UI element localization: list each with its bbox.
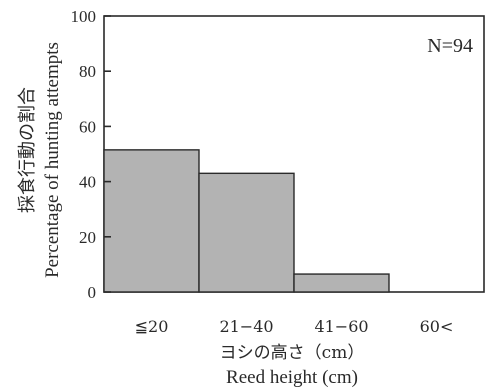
y-axis-label-japanese: 採食行動の割合 [17,87,38,213]
x-category-label-1: ≦20 [135,317,169,336]
y-tick-label-40: 40 [79,173,96,192]
x-category-label-3: 41−60 [314,317,368,336]
bar-1 [103,149,200,293]
x-axis-label-japanese: ヨシの高さ（cm） [220,343,365,363]
y-ticks: 0 20 40 60 80 100 [71,7,111,302]
y-tick-label-80: 80 [79,62,96,81]
annotation-n: N=94 [427,35,473,57]
x-axis-label-english: Reed height (cm) [226,367,358,388]
x-category-label-2: 21−40 [219,317,273,336]
y-axis-label-english: Percentage of hunting attempts [42,42,63,278]
x-categories: ≦20 21−40 41−60 60< [135,317,454,336]
x-category-label-4: 60< [420,317,454,336]
y-tick-label-20: 20 [79,228,96,247]
y-tick-label-100: 100 [71,7,97,26]
y-tick-label-0: 0 [88,283,97,302]
bar-2 [198,172,295,293]
bars [103,149,390,293]
y-tick-label-60: 60 [79,117,96,136]
bar-3 [293,273,390,293]
